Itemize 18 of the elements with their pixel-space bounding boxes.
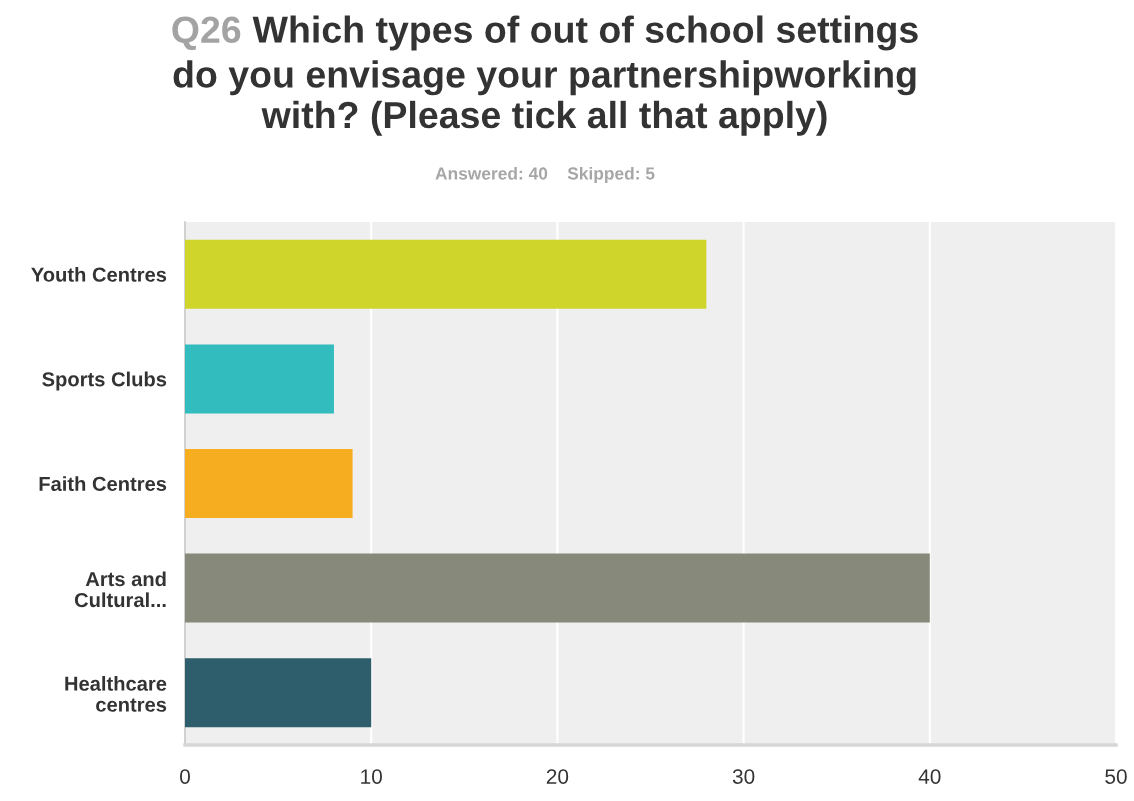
chart-subtitle: Answered: 40 Skipped: 5: [435, 166, 655, 184]
y-tick-label: Faith Centres: [39, 476, 167, 491]
y-tick-label: Arts and Cultural...: [74, 571, 166, 608]
y-tick-label: Youth Centres: [31, 267, 167, 282]
x-tick-label: 0: [180, 769, 190, 784]
x-tick-label: 30: [732, 769, 755, 784]
x-tick-label: 10: [361, 769, 382, 784]
bar: [185, 344, 334, 414]
x-tick-label: 50: [1105, 769, 1127, 784]
bar: [185, 658, 372, 728]
bar: [185, 553, 930, 623]
bar: [185, 448, 353, 519]
chart-title: Q26 Which types of out of school settings do you envisage your partnershipworking with? (Please tick all that apply): [172, 15, 918, 136]
bar: [185, 239, 707, 309]
y-tick-label: Healthcare centres: [65, 676, 167, 712]
x-tick-label: 40: [918, 769, 941, 784]
x-tick-label: 20: [546, 769, 569, 784]
y-tick-label: Sports Clubs: [42, 371, 167, 391]
